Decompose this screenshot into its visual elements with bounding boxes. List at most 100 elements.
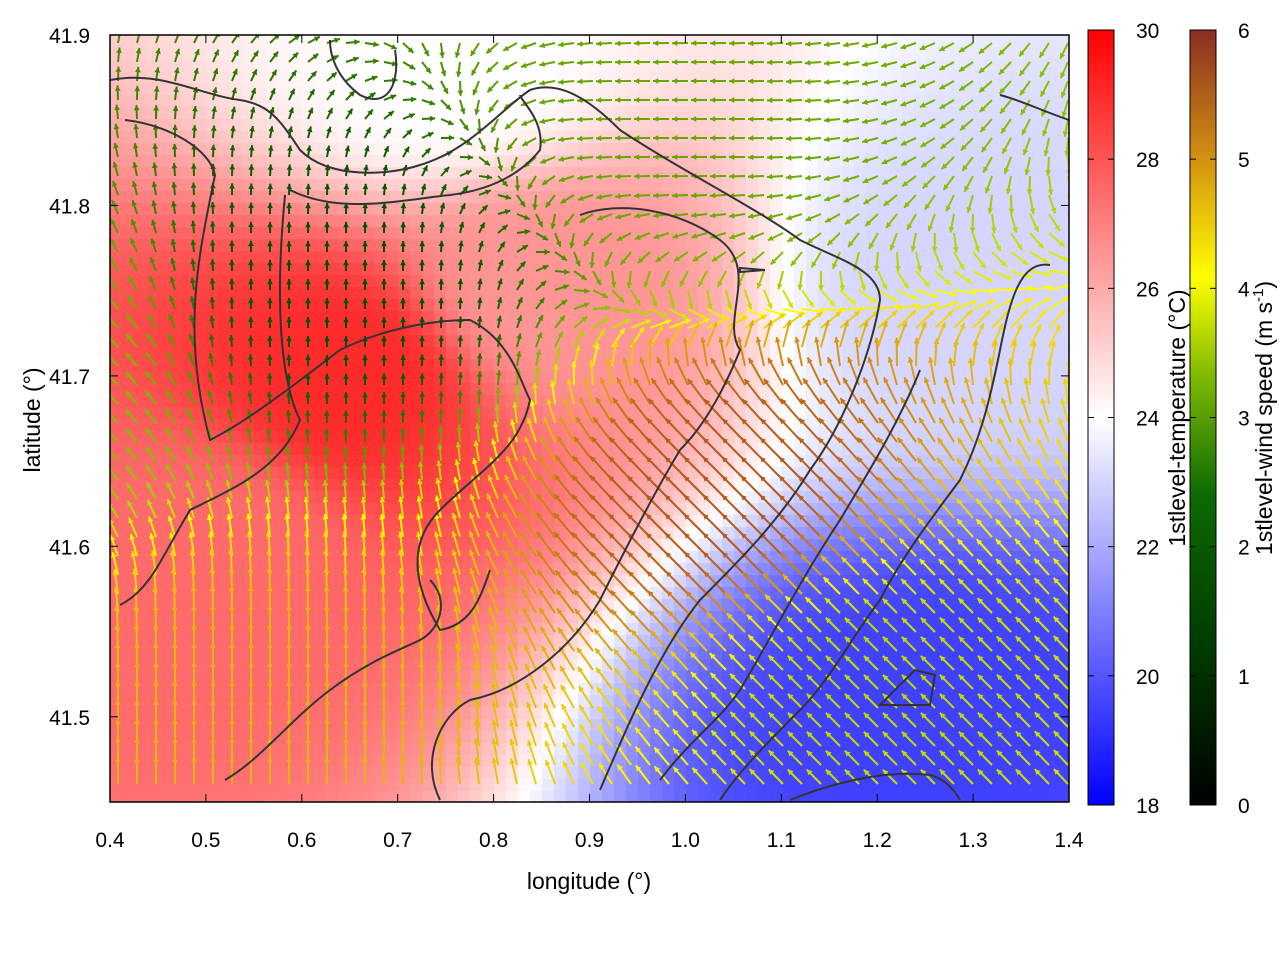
heatmap-cell [170,779,183,792]
heatmap-cell [254,107,267,120]
heatmap-cell [698,107,711,120]
heatmap-cell [482,287,495,300]
heatmap-cell [122,371,135,384]
heatmap-cell [830,383,843,396]
heatmap-cell [362,119,375,132]
heatmap-cell [914,191,927,204]
heatmap-cell [566,47,579,60]
heatmap-cell [794,263,807,276]
heatmap-cell [710,95,723,108]
heatmap-cell [410,659,423,672]
heatmap-cell [554,767,567,780]
heatmap-cell [326,227,339,240]
heatmap-cell [374,539,387,552]
heatmap-cell [866,503,879,516]
heatmap-cell [242,503,255,516]
heatmap-cell [158,131,171,144]
heatmap-cell [386,215,399,228]
heatmap-cell [242,347,255,360]
heatmap-cell [854,743,867,756]
heatmap-cell [254,671,267,684]
heatmap-cell [410,707,423,720]
heatmap-cell [326,323,339,336]
heatmap-cell [386,167,399,180]
heatmap-cell [770,263,783,276]
heatmap-cell [482,131,495,144]
heatmap-cell [242,251,255,264]
heatmap-cell [194,179,207,192]
heatmap-cell [494,383,507,396]
heatmap-cell [266,131,279,144]
heatmap-cell [1034,779,1047,792]
heatmap-cell [938,71,951,84]
heatmap-cell [230,743,243,756]
heatmap-cell [350,359,363,372]
heatmap-cell [386,419,399,432]
heatmap-cell [950,383,963,396]
heatmap-cell [830,179,843,192]
heatmap-cell [734,623,747,636]
heatmap-cell [194,443,207,456]
heatmap-cell [134,335,147,348]
heatmap-cell [218,119,231,132]
heatmap-cell [494,71,507,84]
heatmap-cell [122,203,135,216]
heatmap-cell [794,35,807,48]
heatmap-cell [158,587,171,600]
heatmap-cell [782,779,795,792]
heatmap-cell [710,599,723,612]
heatmap-cell [206,227,219,240]
heatmap-cell [410,131,423,144]
heatmap-cell [254,311,267,324]
heatmap-cell [194,299,207,312]
heatmap-cell [398,71,411,84]
heatmap-cell [410,179,423,192]
heatmap-cell [218,83,231,96]
heatmap-cell [134,371,147,384]
heatmap-cell [962,239,975,252]
heatmap-cell [854,47,867,60]
heatmap-cell [698,47,711,60]
heatmap-cell [194,215,207,228]
heatmap-cell [182,191,195,204]
heatmap-cell [554,155,567,168]
heatmap-cell [398,359,411,372]
heatmap-cell [170,479,183,492]
heatmap-cell [278,683,291,696]
heatmap-cell [122,35,135,48]
heatmap-cell [386,431,399,444]
heatmap-cell [134,779,147,792]
heatmap-cell [830,719,843,732]
heatmap-cell [230,575,243,588]
heatmap-cell [194,311,207,324]
heatmap-cell [206,155,219,168]
heatmap-cell [290,35,303,48]
heatmap-cell [770,707,783,720]
heatmap-cell [338,671,351,684]
heatmap-cell [194,59,207,72]
heatmap-cell [362,383,375,396]
heatmap-cell [290,299,303,312]
heatmap-cell [470,95,483,108]
heatmap-cell [254,299,267,312]
heatmap-cell [182,263,195,276]
heatmap-cell [338,359,351,372]
heatmap-cell [422,659,435,672]
heatmap-cell [554,695,567,708]
heatmap-cell [206,251,219,264]
heatmap-cell [1010,755,1023,768]
heatmap-cell [818,755,831,768]
heatmap-cell [770,239,783,252]
heatmap-cell [902,491,915,504]
heatmap-cell [314,299,327,312]
heatmap-cell [422,707,435,720]
heatmap-cell [278,779,291,792]
heatmap-cell [350,179,363,192]
heatmap-cell [254,215,267,228]
heatmap-cell [110,779,123,792]
heatmap-cell [122,767,135,780]
heatmap-cell [878,95,891,108]
heatmap-cell [446,767,459,780]
heatmap-cell [1010,119,1023,132]
heatmap-cell [338,695,351,708]
